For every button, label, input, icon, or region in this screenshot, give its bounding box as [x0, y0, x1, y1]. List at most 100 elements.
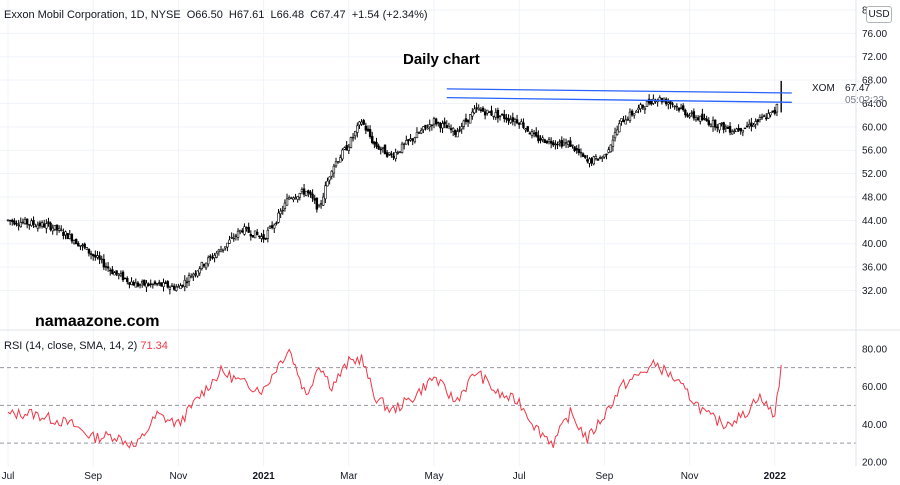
price-axis[interactable]: 8076.0072.0068.0064.0060.0056.0052.0048.…	[862, 6, 887, 297]
candle-body	[151, 283, 155, 286]
candle-body	[424, 124, 427, 128]
candle-body	[128, 282, 131, 285]
candle-body	[121, 271, 125, 281]
candle-body	[172, 285, 176, 290]
candle-body	[383, 144, 387, 155]
candle-body	[458, 129, 461, 132]
candle-body	[360, 121, 363, 125]
candle-body	[705, 118, 708, 122]
candle-body	[490, 110, 493, 116]
rsi-axis[interactable]: 80.00 60.00 40.00 20.00	[862, 344, 887, 468]
candle-body	[498, 115, 502, 117]
candle-body	[49, 222, 52, 230]
candle-body	[575, 148, 578, 151]
candle-body	[528, 132, 532, 135]
candle-body	[339, 157, 342, 163]
candle-body	[187, 275, 191, 282]
candle-body	[224, 246, 227, 249]
candle-body	[30, 220, 33, 226]
currency-button[interactable]: USD	[866, 6, 892, 23]
candle-body	[554, 143, 557, 146]
symbol-name[interactable]: Exxon Mobil Corporation, 1D, NYSE	[4, 9, 181, 21]
candle-body	[730, 131, 734, 135]
candle-body	[620, 118, 623, 122]
time-tick-label: May	[425, 471, 444, 482]
candle-body	[505, 117, 508, 120]
candle-body	[405, 140, 408, 145]
candle-body	[513, 119, 517, 123]
candle-body	[258, 235, 261, 238]
candle-body	[313, 198, 316, 201]
candle-body	[434, 118, 438, 125]
candle-body	[737, 128, 740, 131]
rsi-tick-label: 20.00	[862, 458, 887, 469]
rsi-label[interactable]: RSI (14, close, SMA, 14, 2)	[4, 340, 138, 352]
candle-body	[298, 192, 302, 198]
candle-body	[586, 159, 589, 162]
time-axis[interactable]: Jul Sep Nov 2021 Mar May Jul Sep Nov 2022	[2, 471, 787, 482]
change-value: +1.54 (+2.34%)	[351, 9, 428, 21]
candle-body	[543, 139, 546, 144]
trendline[interactable]	[446, 88, 792, 94]
candle-body	[330, 170, 333, 177]
candle-body	[40, 222, 44, 227]
candle-body	[170, 285, 174, 287]
candle-body	[343, 147, 346, 150]
candle-body	[215, 252, 218, 258]
candle-body	[466, 119, 470, 123]
candle-body	[273, 224, 276, 229]
close-value: C67.47	[310, 9, 346, 21]
candle-body	[181, 284, 184, 287]
candle-body	[373, 141, 376, 145]
candle-body	[277, 212, 280, 223]
candle-body	[671, 103, 674, 105]
candle-body	[637, 107, 640, 110]
bar-countdown: 05:02:23	[845, 95, 884, 106]
candle-body	[183, 279, 186, 287]
candle-body	[281, 209, 284, 212]
trendlines[interactable]	[446, 88, 792, 103]
candle-body	[8, 219, 12, 222]
candle-body	[34, 225, 37, 228]
candle-body	[138, 284, 142, 286]
watermark: namaazone.com	[35, 313, 160, 330]
candle-body	[47, 221, 50, 224]
price-tick-label: 52.00	[862, 169, 887, 180]
candle-body	[66, 233, 69, 240]
candle-body	[326, 180, 329, 187]
candle-body	[109, 269, 112, 272]
candle-body	[202, 263, 206, 267]
candle-body	[756, 119, 759, 122]
candle-body	[613, 132, 617, 139]
candle-body	[560, 140, 564, 147]
candle-body	[175, 286, 178, 291]
candle-body	[417, 132, 421, 134]
candle-body	[464, 118, 468, 122]
candle-body	[456, 131, 459, 138]
candle-body	[53, 225, 57, 230]
rsi-tick-label: 80.00	[862, 344, 887, 355]
candle-body	[123, 277, 127, 280]
candle-body	[415, 131, 419, 139]
candle-body	[618, 123, 621, 133]
candle-body	[270, 225, 274, 228]
candle-body	[728, 126, 732, 133]
candle-body	[633, 113, 636, 116]
candle-body	[392, 155, 395, 158]
candle-body	[722, 122, 725, 130]
candle-body	[64, 231, 67, 236]
candle-body	[196, 270, 199, 277]
candle-body	[703, 118, 706, 120]
candle-body	[368, 129, 372, 137]
candles	[6, 80, 782, 295]
candle-body	[439, 123, 442, 129]
candle-body	[283, 202, 287, 209]
candle-body	[741, 129, 745, 133]
candle-body	[11, 219, 14, 222]
rsi-tick-label: 60.00	[862, 382, 887, 393]
trendline[interactable]	[446, 96, 792, 103]
candle-body	[454, 129, 457, 135]
candle-body	[81, 244, 84, 247]
candle-body	[6, 219, 10, 222]
